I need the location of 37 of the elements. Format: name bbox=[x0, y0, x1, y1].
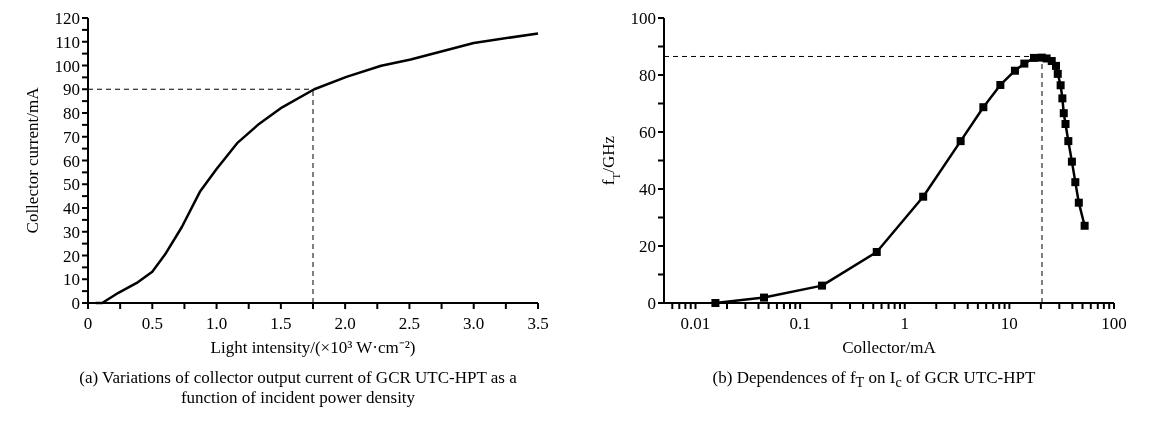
x-tick-label: 1.0 bbox=[205, 314, 228, 333]
x-tick-label: 1.5 bbox=[270, 314, 292, 333]
y-tick-label: 30 bbox=[63, 222, 80, 242]
y-tick-label: 20 bbox=[639, 237, 656, 256]
y-axis-title: Collector current/mA bbox=[23, 86, 42, 234]
x-axis-title: Collector/mA bbox=[842, 338, 937, 357]
y-tick-label: 10 bbox=[63, 270, 80, 290]
y-tick-label: 60 bbox=[63, 151, 80, 171]
x-tick-label: 2.5 bbox=[398, 314, 421, 333]
x-axis-title: Light intensity/(×10³ W·cm⁻²) bbox=[210, 338, 416, 357]
x-tick-label: 3.0 bbox=[463, 314, 485, 333]
y-tick-label: 100 bbox=[54, 56, 80, 76]
x-tick-label: 2.0 bbox=[334, 314, 356, 333]
y-tick-label: 80 bbox=[63, 104, 80, 123]
y-tick-label: 0 bbox=[71, 294, 80, 313]
y-tick-label: 80 bbox=[639, 66, 656, 85]
x-tick-label: 100 bbox=[1101, 314, 1127, 333]
y-tick-label: 40 bbox=[63, 199, 80, 218]
x-tick-label: 3.5 bbox=[527, 314, 549, 333]
y-tick-label: 60 bbox=[639, 123, 656, 142]
text: (a) Variations of collector output current of GCR UTC-HPT as a function of incident power density bbox=[78, 368, 518, 408]
text: (b) Dependences of f$_{T}$ on I$_{c}$ of GCR UTC-HPT bbox=[711, 368, 1037, 392]
x-tick-label: 0.5 bbox=[141, 314, 163, 333]
x-tick-label: 0.01 bbox=[680, 314, 711, 333]
x-tick-label: 0 bbox=[83, 314, 93, 333]
y-tick-label: 20 bbox=[63, 246, 80, 266]
y-tick-label: 120 bbox=[54, 9, 80, 28]
x-tick-label: 0.1 bbox=[789, 314, 811, 333]
y-tick-label: 50 bbox=[63, 175, 80, 195]
x-tick-label: 10 bbox=[1000, 314, 1018, 333]
x-tick-label: 1 bbox=[900, 314, 909, 333]
y-tick-label: 40 bbox=[639, 180, 656, 199]
y-tick-label: 100 bbox=[630, 9, 656, 28]
y-tick-label: 110 bbox=[55, 32, 80, 52]
y-tick-label: 0 bbox=[647, 294, 656, 313]
y-tick-label: 90 bbox=[63, 80, 80, 100]
y-tick-label: 70 bbox=[63, 127, 80, 147]
